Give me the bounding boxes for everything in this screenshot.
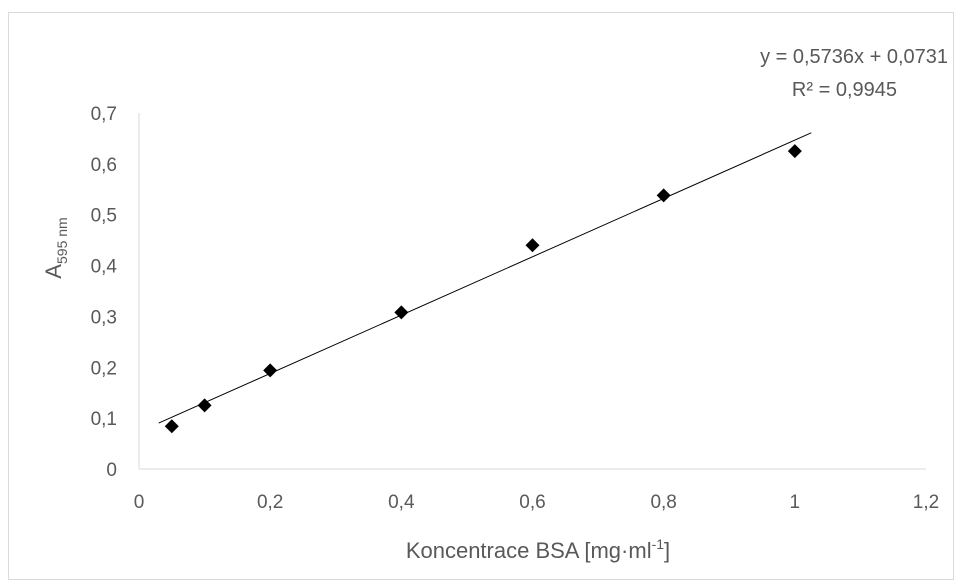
y-axis-title-main: A [41,264,66,279]
data-point-marker [656,188,671,203]
data-point-marker [263,363,278,378]
trendline-line [158,132,812,424]
x-axis-title-close: ] [664,538,670,563]
x-tick-label: 0,8 [650,492,676,513]
x-tick-label: 0,6 [519,492,545,513]
y-tick-label: 0,7 [91,104,117,125]
y-tick-label: 0 [106,460,117,481]
y-tick-label: 0,1 [91,409,117,430]
y-axis-title-subscript: 595 nm [54,217,70,264]
data-points [164,144,802,434]
x-tick-label: 1 [790,492,801,513]
data-point-marker [525,238,540,253]
axes [138,113,926,470]
y-axis-title: A595 nm [41,217,70,278]
trendline-equation: y = 0,5736x + 0,0731 [760,46,948,68]
y-tick-labels: 0 0,1 0,2 0,3 0,4 0,5 0,6 0,7 [91,104,118,481]
x-tick-label: 1,2 [913,492,939,513]
x-tick-label: 0,2 [257,492,283,513]
x-axis-title-superscript: -1 [652,536,665,552]
y-tick-label: 0,4 [91,257,118,278]
x-tick-labels: 0 0,2 0,4 0,6 0,8 1 1,2 [134,492,940,513]
y-tick-label: 0,3 [91,307,117,328]
x-axis-title-main: Koncentrace BSA [mg·ml [406,538,652,563]
y-tick-label: 0,6 [91,155,117,176]
trendline-r2: R² = 0,9945 [792,79,897,101]
data-point-marker [394,305,409,320]
chart-frame [8,12,954,580]
data-point-marker [164,419,179,434]
x-axis-title: Koncentrace BSA [mg·ml-1] [406,536,670,563]
y-tick-label: 0,5 [91,206,117,227]
y-tick-label: 0,2 [91,358,117,379]
x-tick-label: 0 [134,492,145,513]
trendline [158,132,812,424]
data-point-marker [787,144,802,159]
x-tick-label: 0,4 [388,492,415,513]
data-point-marker [197,398,212,413]
